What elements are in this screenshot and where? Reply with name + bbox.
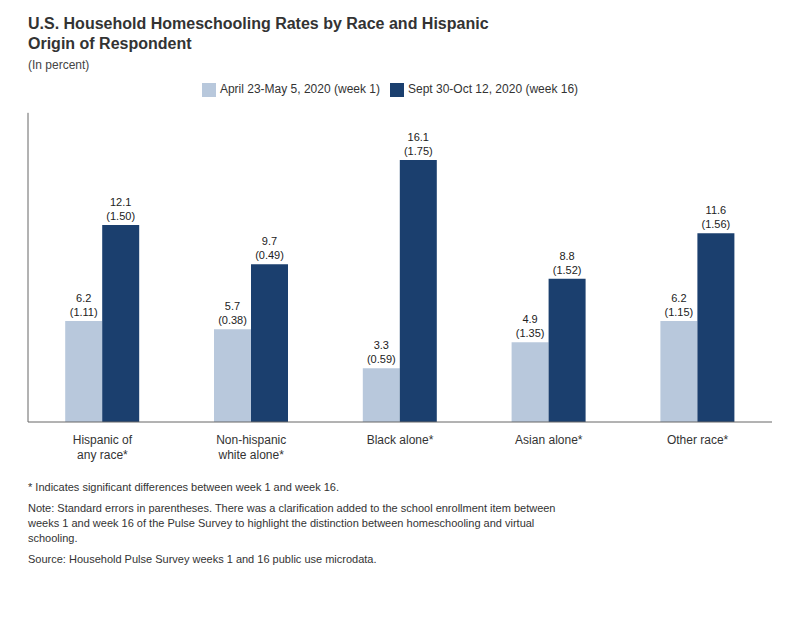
svg-text:12.1(1.50): 12.1(1.50) xyxy=(106,196,135,222)
svg-text:Asian alone*: Asian alone* xyxy=(515,433,583,447)
html-text:Sept 30-Oct 12, 2020 (week 16): Sept 30-Oct 12, 2020 (week 16) xyxy=(408,82,579,96)
html-text:Note: Standard errors in paren: Note: Standard errors in parentheses. Th… xyxy=(28,502,556,544)
html-text:Origin of Respondent: Origin of Respondent xyxy=(28,35,192,52)
svg-text:9.7(0.49): 9.7(0.49) xyxy=(255,235,284,261)
html-text:(In percent): (In percent) xyxy=(28,58,90,72)
svg-text:4.9(1.35): 4.9(1.35) xyxy=(516,313,545,339)
html-text:April 23-May 5, 2020 (week 1): April 23-May 5, 2020 (week 1) xyxy=(219,82,380,96)
svg-text:6.2(1.11): 6.2(1.11) xyxy=(70,292,98,318)
svg-text:Non-hispanicwhite alone*: Non-hispanicwhite alone* xyxy=(216,433,286,462)
svg-text:16.1(1.75): 16.1(1.75) xyxy=(404,131,433,157)
html-text:Source: Household Pulse Survey: Source: Household Pulse Survey weeks 1 a… xyxy=(28,553,377,565)
html-text:U.S. Household Homeschooling R: U.S. Household Homeschooling Rates by Ra… xyxy=(28,15,489,32)
html-text:* Indicates significant differ: * Indicates significant differences betw… xyxy=(28,481,339,493)
svg-text:Black alone*: Black alone* xyxy=(367,433,434,447)
svg-text:3.3(0.59): 3.3(0.59) xyxy=(367,339,396,365)
svg-text:Hispanic ofany race*: Hispanic ofany race* xyxy=(73,433,133,462)
svg-text:6.2(1.15): 6.2(1.15) xyxy=(665,292,694,318)
svg-text:5.7(0.38): 5.7(0.38) xyxy=(218,300,247,326)
svg-text:11.6(1.56): 11.6(1.56) xyxy=(702,204,731,230)
svg-text:8.8(1.52): 8.8(1.52) xyxy=(553,250,582,276)
svg-text:Other race*: Other race* xyxy=(667,433,729,447)
